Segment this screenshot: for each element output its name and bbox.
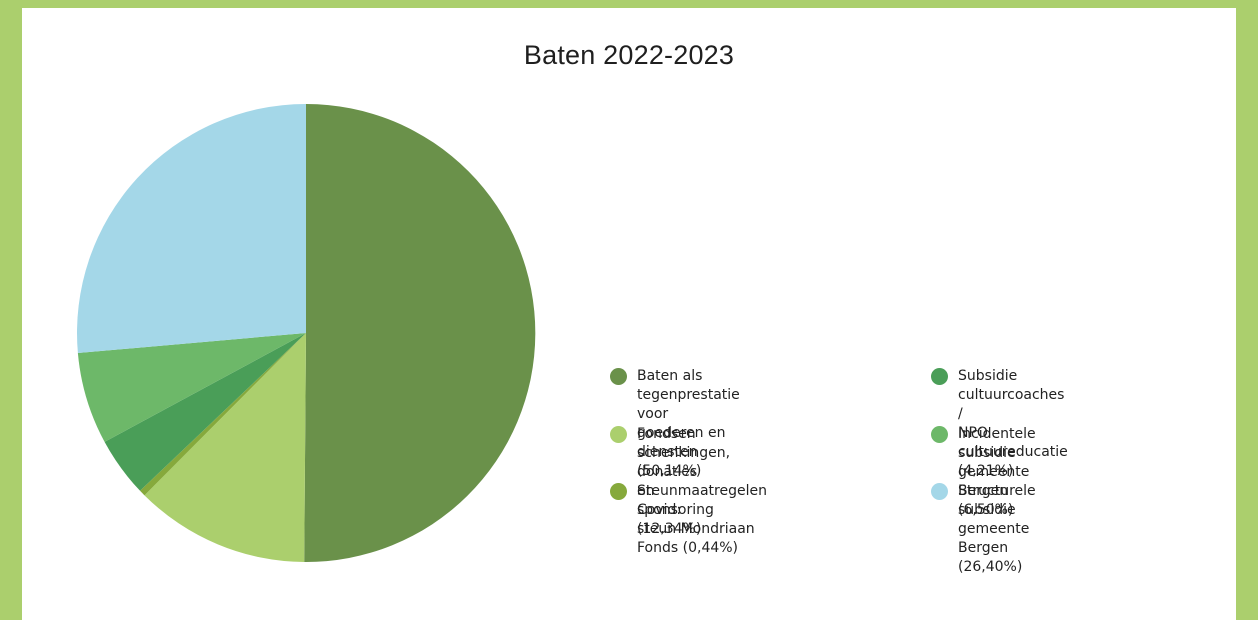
pie-slice-5	[77, 333, 306, 442]
legend-swatch	[610, 426, 627, 443]
legend-item-4: Subsidie cultuurcoaches / NPO cultuuredu…	[931, 367, 1068, 481]
legend-label: Baten als tegenprestatie voor goederen e…	[637, 368, 740, 479]
chart-title: Baten 2022-2023	[523, 40, 735, 70]
pie-slice-2	[144, 333, 306, 562]
legend-swatch	[610, 483, 627, 500]
legend-swatch	[931, 483, 948, 500]
legend-label: Subsidie cultuurcoaches / NPO cultuuredu…	[958, 368, 1068, 479]
legend-item-6: Structurele subsidie gemeente Bergen (26…	[931, 482, 1036, 577]
legend-label: Incidentele subsidie gemeente Bergen (6,…	[958, 426, 1036, 518]
legend-swatch	[931, 426, 948, 443]
legend-item-3: Steunmaatregelen Covid: steun Mondriaan …	[610, 482, 767, 558]
legend-item-1: Baten als tegenprestatie voor goederen e…	[610, 367, 740, 481]
legend-label: Structurele subsidie gemeente Bergen (26…	[958, 483, 1036, 575]
pie-slice-6	[77, 104, 306, 353]
pie-slice-3	[140, 333, 306, 496]
legend-item-2: Fondsen schenkingen, donaties en sponsor…	[610, 425, 730, 539]
legend-label: Fondsen schenkingen, donaties en sponsor…	[637, 426, 731, 537]
legend-label: Steunmaatregelen Covid: steun Mondriaan …	[637, 483, 767, 556]
pie-slice-1	[304, 103, 536, 562]
legend-swatch	[931, 368, 948, 385]
legend-item-5: Incidentele subsidie gemeente Bergen (6,…	[931, 425, 1036, 520]
pie-slice-4	[104, 333, 306, 491]
legend-swatch	[610, 368, 627, 385]
